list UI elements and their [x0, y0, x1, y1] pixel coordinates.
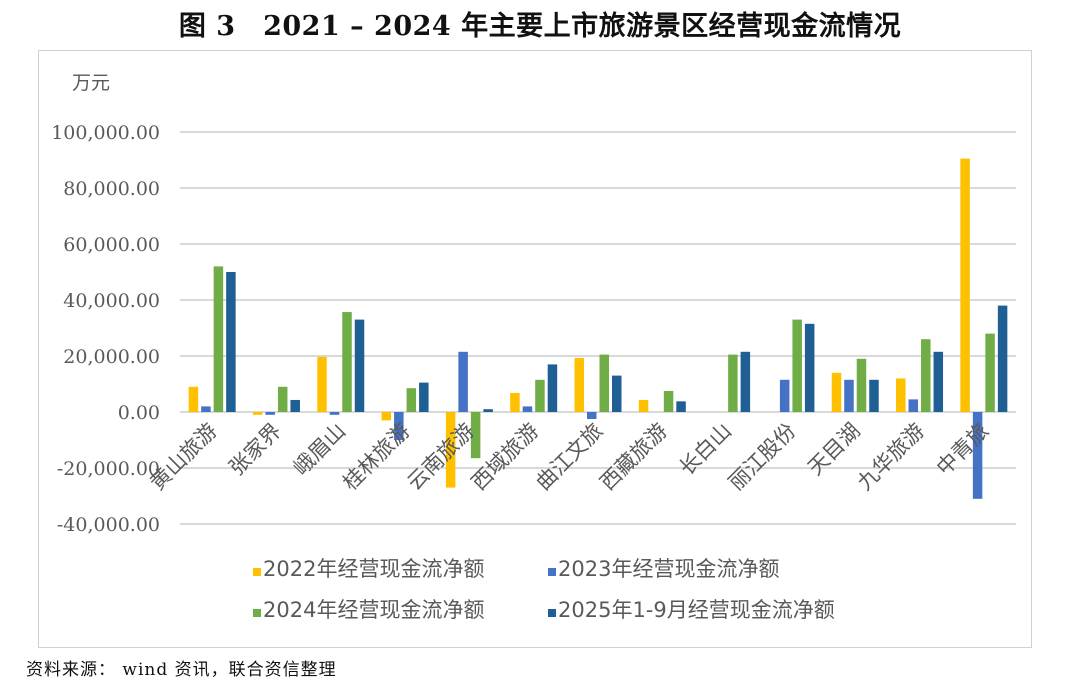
y-tick-label: 0.00: [118, 402, 160, 424]
legend-label: 2025年1-9月经营现金流净额: [558, 598, 835, 622]
x-category-label: 曲江文旅: [531, 419, 607, 495]
bar: [896, 378, 906, 412]
chart-frame: [38, 50, 1032, 648]
source-note: 资料来源： wind 资讯，联合资信整理: [26, 660, 337, 680]
legend-swatch: [253, 609, 261, 617]
bar: [804, 323, 815, 412]
legend-label: 2022年经营现金流净额: [263, 557, 484, 581]
bar: [921, 339, 931, 412]
bar: [869, 379, 879, 412]
bar: [483, 409, 493, 412]
bar: [290, 399, 300, 412]
x-category-label: 张家界: [224, 419, 286, 481]
bar: [406, 388, 417, 412]
y-tick-label: 80,000.00: [63, 178, 160, 200]
bar: [445, 412, 456, 488]
bar: [856, 358, 867, 412]
y-tick-label: -40,000.00: [57, 514, 160, 536]
x-category-label: 云南旅游: [403, 419, 479, 495]
x-category-label: 黄山旅游: [145, 419, 221, 495]
bar: [458, 351, 468, 412]
y-tick-label: 20,000.00: [63, 346, 160, 368]
y-tick-label: 60,000.00: [63, 234, 160, 256]
bar: [908, 399, 919, 412]
x-category-label: 长白山: [675, 419, 737, 481]
x-category-label: 西藏旅游: [595, 419, 671, 495]
bar: [329, 412, 340, 415]
bar: [419, 382, 429, 412]
x-category-label: 桂林旅游: [338, 419, 414, 495]
bar: [933, 351, 944, 412]
bar: [728, 354, 738, 412]
legend-swatch: [548, 609, 556, 617]
x-category-label: 九华旅游: [853, 419, 929, 495]
y-tick-label: 40,000.00: [63, 290, 160, 312]
bar: [574, 357, 584, 412]
legend-swatch: [548, 568, 556, 576]
bar: [740, 351, 751, 412]
legend-swatch: [253, 568, 261, 576]
bar: [587, 412, 597, 419]
bar: [381, 412, 392, 421]
bar: [188, 386, 199, 412]
legend-label: 2023年经营现金流净额: [558, 557, 779, 581]
x-category-label: 峨眉山: [289, 419, 351, 481]
bar: [831, 372, 842, 412]
bar: [779, 379, 790, 412]
bar: [317, 356, 327, 412]
bar: [277, 386, 288, 412]
bar: [663, 391, 674, 412]
bar: [612, 375, 622, 412]
bar: [547, 364, 558, 412]
bar: [354, 319, 365, 412]
bar: [792, 319, 802, 412]
bar: [638, 399, 649, 412]
bar: [213, 266, 224, 412]
bar: [997, 305, 1008, 412]
bar: [985, 333, 995, 412]
bar: [252, 412, 263, 415]
y-axis-unit-label: 万元: [72, 72, 110, 94]
y-tick-label: -20,000.00: [57, 458, 160, 480]
bar: [599, 354, 609, 412]
legend-label: 2024年经营现金流净额: [263, 598, 484, 622]
bar: [522, 406, 533, 412]
x-category-label: 丽江股份: [724, 419, 800, 495]
y-tick-label: 100,000.00: [51, 122, 160, 144]
bar: [201, 406, 211, 412]
bar: [972, 412, 983, 499]
bar: [844, 379, 854, 412]
bar: [960, 158, 970, 412]
x-category-label: 天目湖: [803, 419, 865, 481]
bar: [676, 401, 686, 412]
bar: [394, 412, 404, 440]
bar: [510, 392, 520, 412]
bar: [470, 412, 481, 459]
bar: [535, 379, 545, 412]
bar: [342, 312, 352, 412]
x-category-label: 中青旅: [932, 419, 994, 481]
chart-title: 图 3 2021 – 2024 年主要上市旅游景区经营现金流情况: [178, 11, 902, 42]
bar: [226, 272, 236, 412]
bar: [265, 412, 275, 415]
